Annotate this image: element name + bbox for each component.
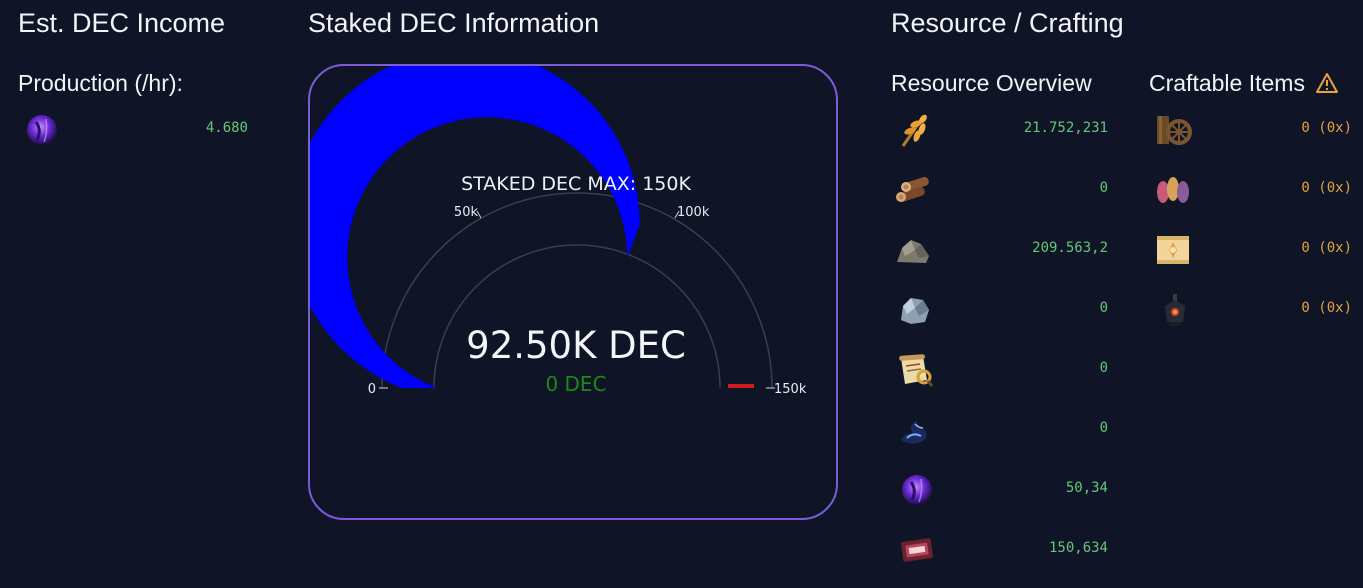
gauge-value-text: 92.50K DEC [466, 324, 686, 367]
gauge-tick-50k [476, 210, 482, 219]
resource-value-dec-orb: 50,34 [1065, 480, 1108, 496]
gauge-tick-label-50k: 50k [454, 205, 479, 220]
resource-overview-label: Resource Overview [891, 70, 1092, 96]
staked-title: Staked DEC Information [308, 8, 600, 38]
gauge-outer-arc [381, 192, 773, 389]
resource-value-wood: 0 [1099, 180, 1108, 196]
totem-icon [1165, 294, 1185, 326]
gauge-delta-text: 0 DEC [545, 372, 606, 396]
resource-value-iron: 0 [1099, 300, 1108, 316]
income-title: Est. DEC Income [18, 8, 226, 38]
craftable-value-tools: 0 (0x) [1301, 120, 1352, 136]
gauge-tick-label-0: 0 [368, 382, 376, 397]
resource-value-voucher: 150,634 [1048, 540, 1108, 556]
resource-value-aura: 0 [1099, 420, 1108, 436]
warning-triangle-icon[interactable] [1315, 72, 1339, 94]
income-value: 4.680 [205, 120, 248, 136]
resource-value-grain: 21.752,231 [1023, 120, 1108, 136]
wood-icon [896, 176, 929, 203]
stone-icon [897, 240, 929, 263]
iron-icon [901, 298, 929, 324]
staked-gauge-card: 0 50k 100k 150k STAKED DEC MAX: 150K 92.… [289, 49, 838, 520]
dark-energy-orb-icon [27, 115, 57, 145]
production-label: Production (/hr): [18, 70, 183, 96]
aura-icon [901, 420, 927, 444]
seeds-icon [1157, 177, 1189, 203]
gauge-max-label: STAKED DEC MAX: 150K [461, 173, 691, 195]
resource-value-research: 0 [1099, 360, 1108, 376]
craftable-value-totem: 0 (0x) [1301, 300, 1352, 316]
craftable-items-label: Craftable Items [1149, 70, 1339, 97]
dark-energy-orb-icon [902, 475, 932, 505]
voucher-icon [901, 538, 933, 562]
grain-icon [901, 114, 927, 147]
gauge-value-bar [289, 49, 640, 388]
resources-title: Resource / Crafting [891, 8, 1124, 38]
construction-tools-icon [1157, 116, 1192, 145]
gauge-tick-label-150k: 150k [774, 382, 807, 397]
craftable-value-blueprint: 0 (0x) [1301, 240, 1352, 256]
blueprint-icon [1157, 236, 1189, 264]
gauge-threshold-marker [728, 384, 754, 388]
research-scroll-icon [899, 354, 934, 387]
gauge-tick-100k [674, 210, 680, 219]
gauge-inner-arc [433, 244, 721, 389]
gauge-tick-label-100k: 100k [677, 205, 710, 220]
craftable-value-seeds: 0 (0x) [1301, 180, 1352, 196]
craftable-items-text: Craftable Items [1149, 70, 1305, 96]
staked-gauge: 0 50k 100k 150k STAKED DEC MAX: 150K 92.… [289, 49, 807, 397]
resource-value-stone: 209.563,2 [1032, 240, 1108, 256]
